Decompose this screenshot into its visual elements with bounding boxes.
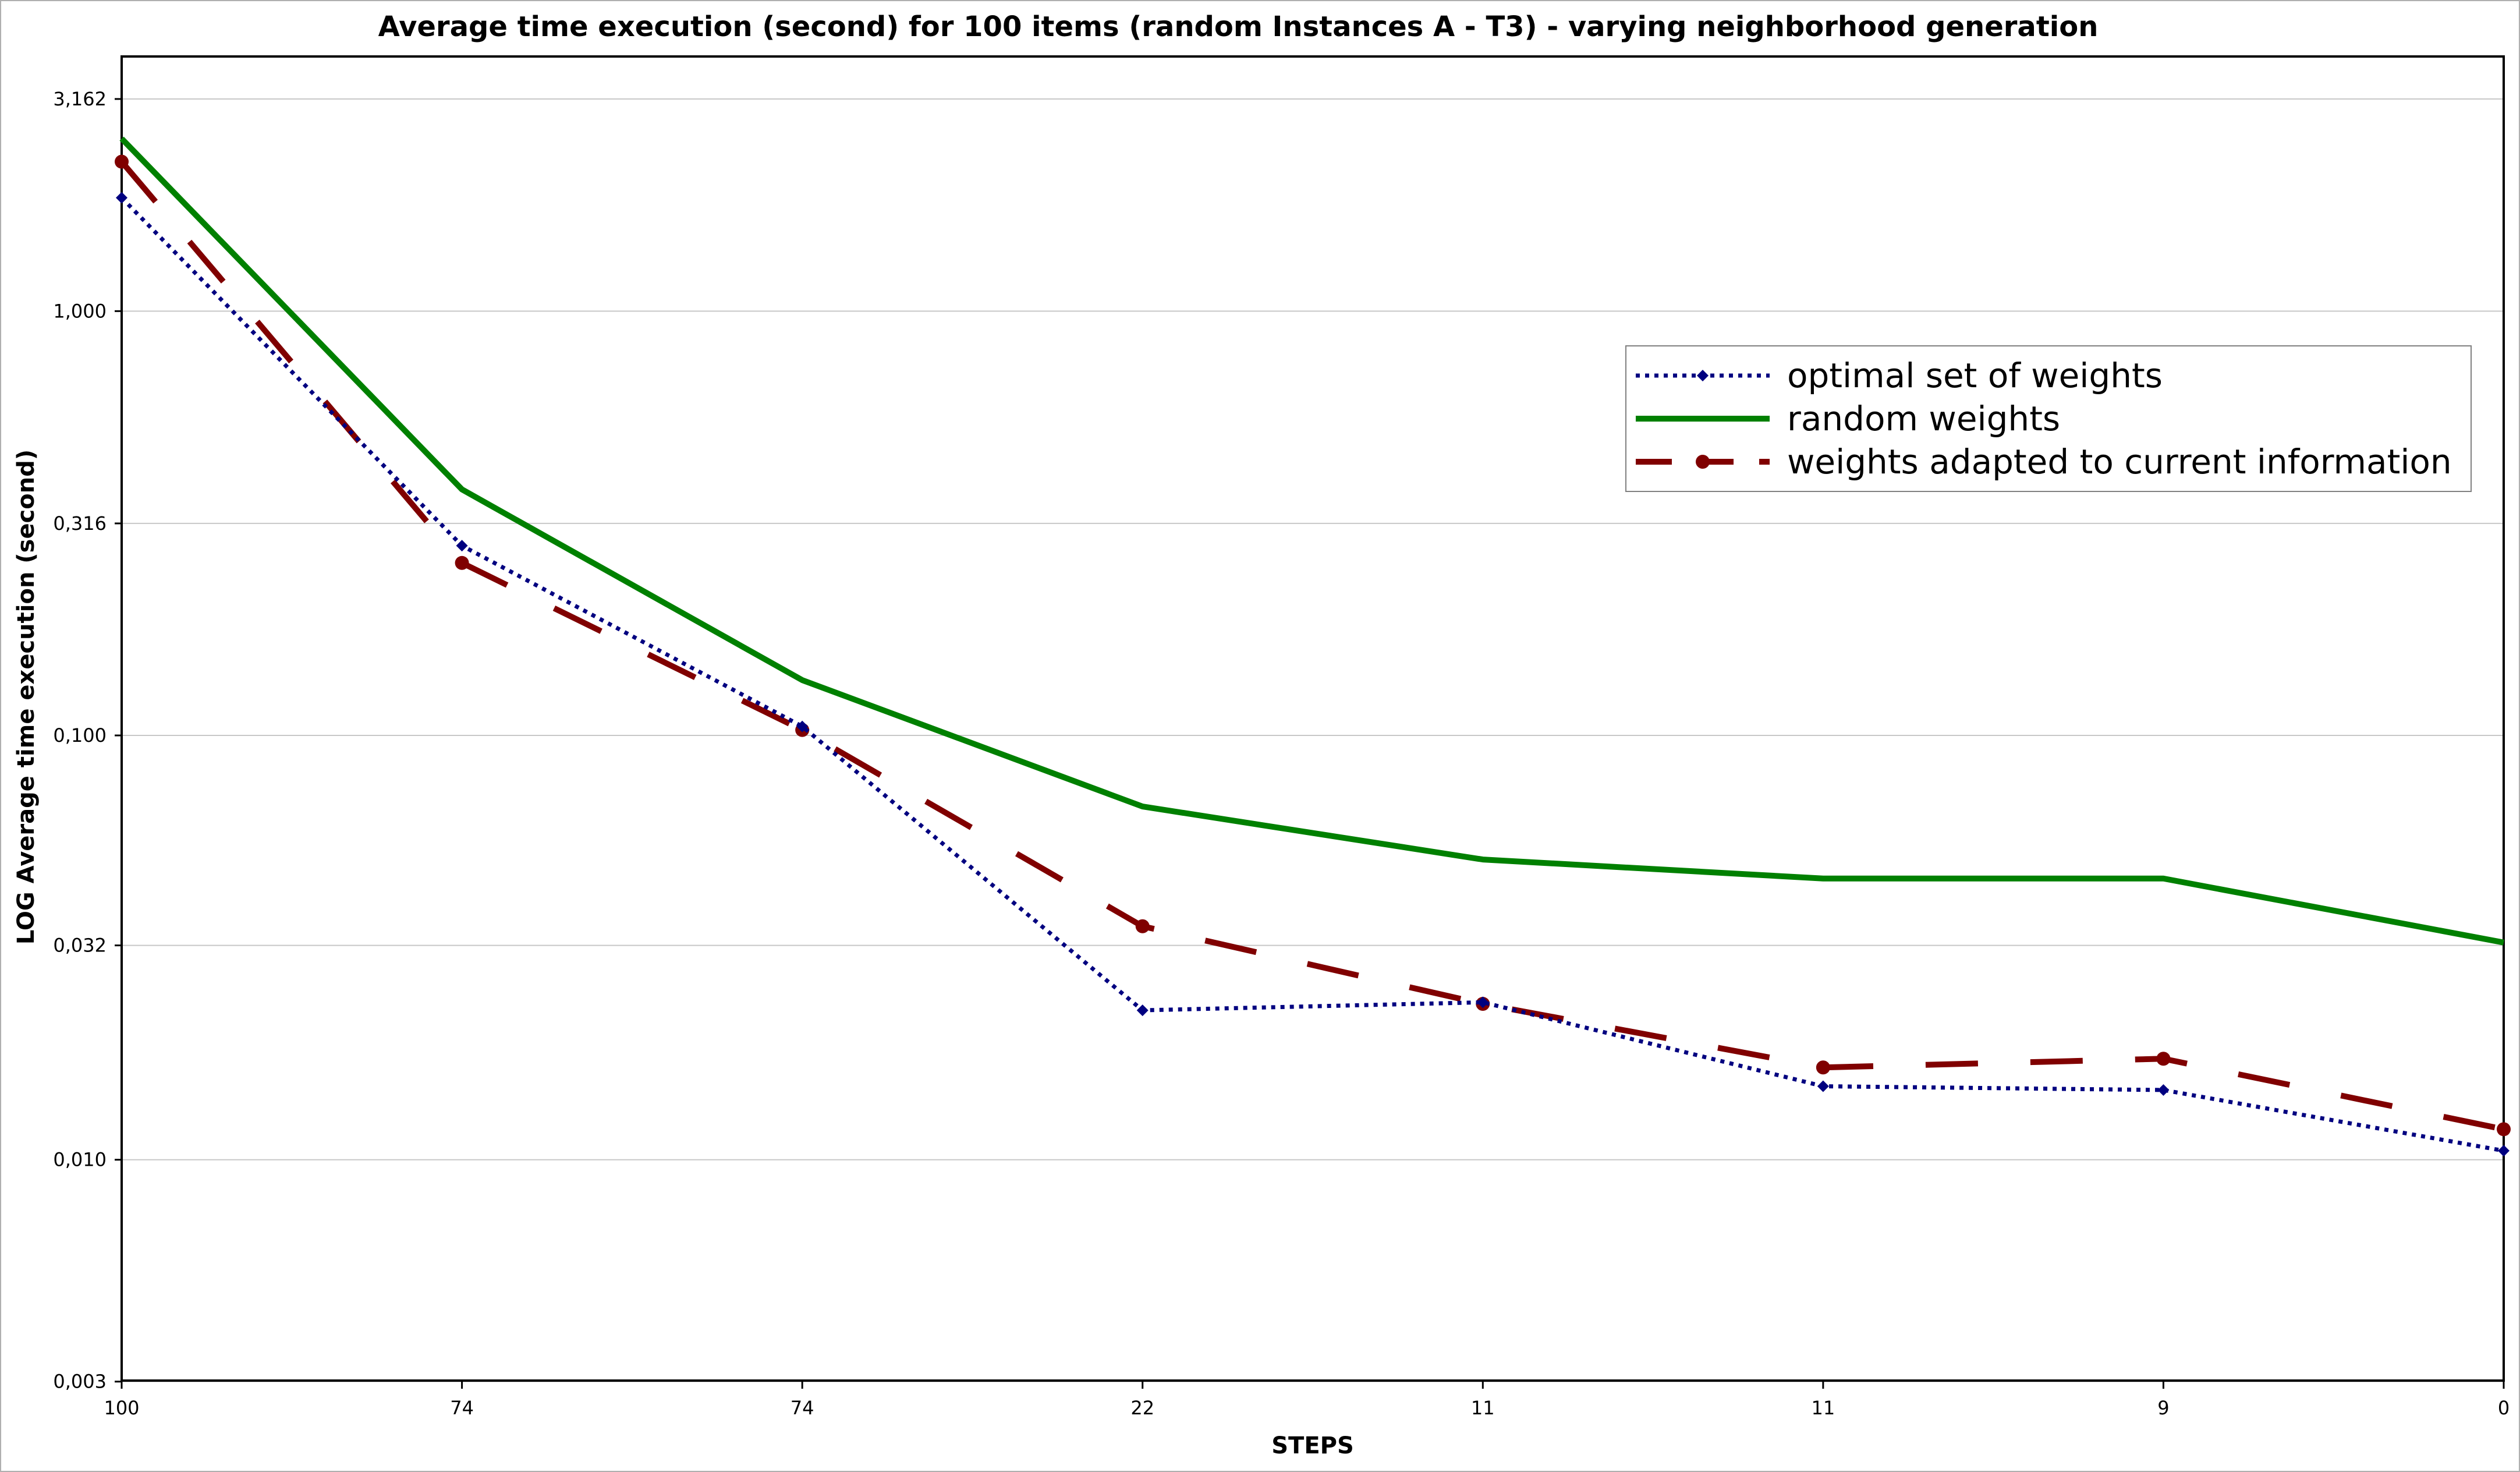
x-tick-label: 9 (2157, 1397, 2169, 1419)
series-lines (115, 136, 2511, 1157)
y-tick-label: 0,003 (53, 1371, 107, 1393)
plot-area (120, 55, 2505, 1382)
optimal-set-of-weights-point (456, 540, 468, 552)
y-tick-label: 0,316 (53, 512, 107, 535)
optimal-set-of-weights-line (120, 196, 2504, 1153)
legend-marker (1696, 455, 1710, 469)
weights-adapted-to-current-information-line (119, 160, 2505, 1133)
optimal-set-of-weights-point (2157, 1084, 2170, 1096)
grid-lines (122, 98, 2504, 1382)
weights-adapted-to-current-information-point (2497, 1122, 2511, 1137)
legend-label: random weights (1787, 399, 2060, 438)
x-tick-label: 74 (791, 1397, 814, 1419)
x-tick-label: 0 (2498, 1397, 2510, 1419)
legend-label: weights adapted to current information (1787, 442, 2452, 482)
x-tick-label: 22 (1130, 1397, 1154, 1419)
y-tick-label: 0,100 (53, 724, 107, 746)
optimal-set-of-weights-point (2498, 1145, 2510, 1157)
x-tick-label: 100 (104, 1397, 139, 1419)
random-weights-line (119, 136, 2504, 946)
weights-adapted-to-current-information-point (1816, 1060, 1830, 1075)
weights-adapted-to-current-information-point (455, 555, 469, 570)
weights-adapted-to-current-information-point (2156, 1052, 2171, 1066)
optimal-set-of-weights-point (116, 192, 127, 204)
weights-adapted-to-current-information-point (1135, 919, 1150, 933)
legend-marker (1697, 370, 1709, 381)
x-axis: 100 74 74 22 11 11 9 0 (104, 1381, 2510, 1419)
x-axis-title: STEPS (1271, 1432, 1354, 1459)
y-tick-label: 0,010 (53, 1149, 107, 1171)
optimal-set-of-weights-point (1817, 1080, 1829, 1092)
chart-title: Average time execution (second) for 100 … (378, 10, 2099, 43)
y-axis: 3,162 1,000 0,316 0,100 0,032 0,010 0,003 (53, 88, 122, 1393)
weights-adapted-to-current-information-point (115, 154, 129, 169)
y-tick-label: 3,162 (53, 88, 107, 110)
legend: optimal set of weights random weights weig… (1625, 345, 2472, 492)
x-tick-label: 11 (1471, 1397, 1495, 1419)
x-tick-label: 11 (1811, 1397, 1835, 1419)
optimal-set-of-weights-point (1477, 996, 1489, 1009)
y-tick-label: 0,032 (53, 935, 107, 957)
optimal-set-of-weights-point (796, 720, 809, 733)
optimal-set-of-weights-point (1136, 1004, 1149, 1017)
y-tick-label: 1,000 (53, 300, 107, 322)
x-tick-label: 74 (450, 1397, 474, 1419)
y-axis-title: LOG Average time execution (second) (13, 450, 40, 944)
legend-label: optimal set of weights (1787, 356, 2163, 395)
